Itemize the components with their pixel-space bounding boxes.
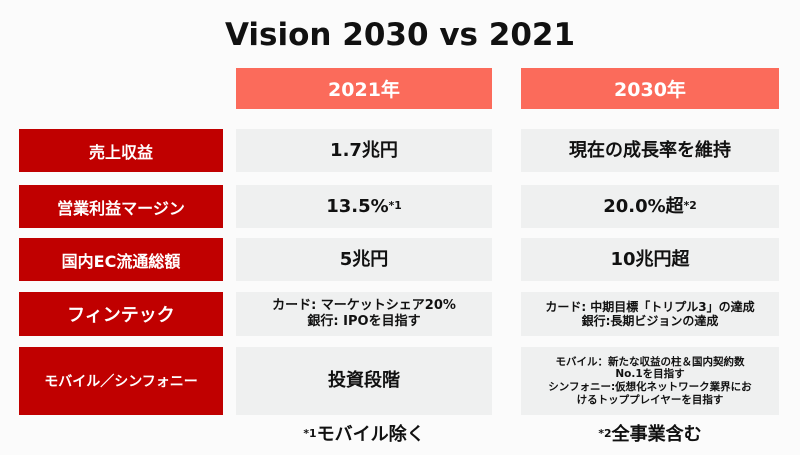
- footnote-2: *2 全事業含む: [521, 418, 779, 448]
- row-label-domestic-ec-gms: 国内EC流通総額: [19, 238, 223, 281]
- header-2030: 2030年: [521, 68, 779, 109]
- footnote-text: 全事業含む: [611, 424, 702, 445]
- row-label-operating-margin: 営業利益マージン: [19, 185, 223, 228]
- text-line: No.1を目指す: [615, 368, 685, 381]
- revenue-2030: 現在の成長率を維持: [521, 129, 779, 172]
- ec-2030: 10兆円超: [521, 238, 779, 281]
- fintech-2030: カード: 中期目標「トリプル3」の達成 銀行:長期ビジョンの達成: [521, 292, 779, 336]
- text-line: シンフォニー:仮想化ネットワーク業界にお: [548, 381, 752, 393]
- margin-2030: 20.0%超 *2: [521, 185, 779, 228]
- ec-2021: 5兆円: [236, 238, 492, 281]
- row-label-revenue: 売上収益: [19, 129, 223, 172]
- text-line: 銀行:長期ビジョンの達成: [581, 314, 719, 328]
- margin-2021-value: 13.5%: [326, 195, 389, 217]
- header-2021: 2021年: [236, 68, 492, 109]
- margin-2021: 13.5% *1: [236, 185, 492, 228]
- footnote-mark: *1: [303, 426, 317, 440]
- text-line: けるトッププレイヤーを目指す: [576, 393, 724, 406]
- text-line: カード: 中期目標「トリプル3」の達成: [545, 299, 755, 314]
- footnote-mark: *2: [683, 199, 697, 213]
- text-line: モバイル：新たな収益の柱＆国内契約数: [555, 355, 745, 368]
- text-line: カード: マーケットシェア20%: [272, 298, 456, 314]
- mobile-2021: 投資段階: [236, 347, 492, 415]
- footnote-mark: *2: [598, 426, 612, 440]
- footnote-mark: *1: [388, 199, 402, 213]
- row-label-fintech: フィンテック: [19, 292, 223, 336]
- fintech-2021: カード: マーケットシェア20% 銀行: IPOを目指す: [236, 292, 492, 336]
- row-label-mobile-symphony: モバイル／シンフォニー: [19, 347, 223, 415]
- footnote-text: モバイル除く: [316, 424, 425, 445]
- margin-2030-value: 20.0%超: [603, 195, 684, 217]
- text-line: 銀行: IPOを目指す: [307, 314, 421, 329]
- revenue-2021: 1.7兆円: [236, 129, 492, 172]
- mobile-2030: モバイル：新たな収益の柱＆国内契約数 No.1を目指す シンフォニー:仮想化ネットワ…: [521, 347, 779, 415]
- page-title: Vision 2030 vs 2021: [224, 17, 576, 53]
- footnote-1: *1 モバイル除く: [236, 418, 492, 448]
